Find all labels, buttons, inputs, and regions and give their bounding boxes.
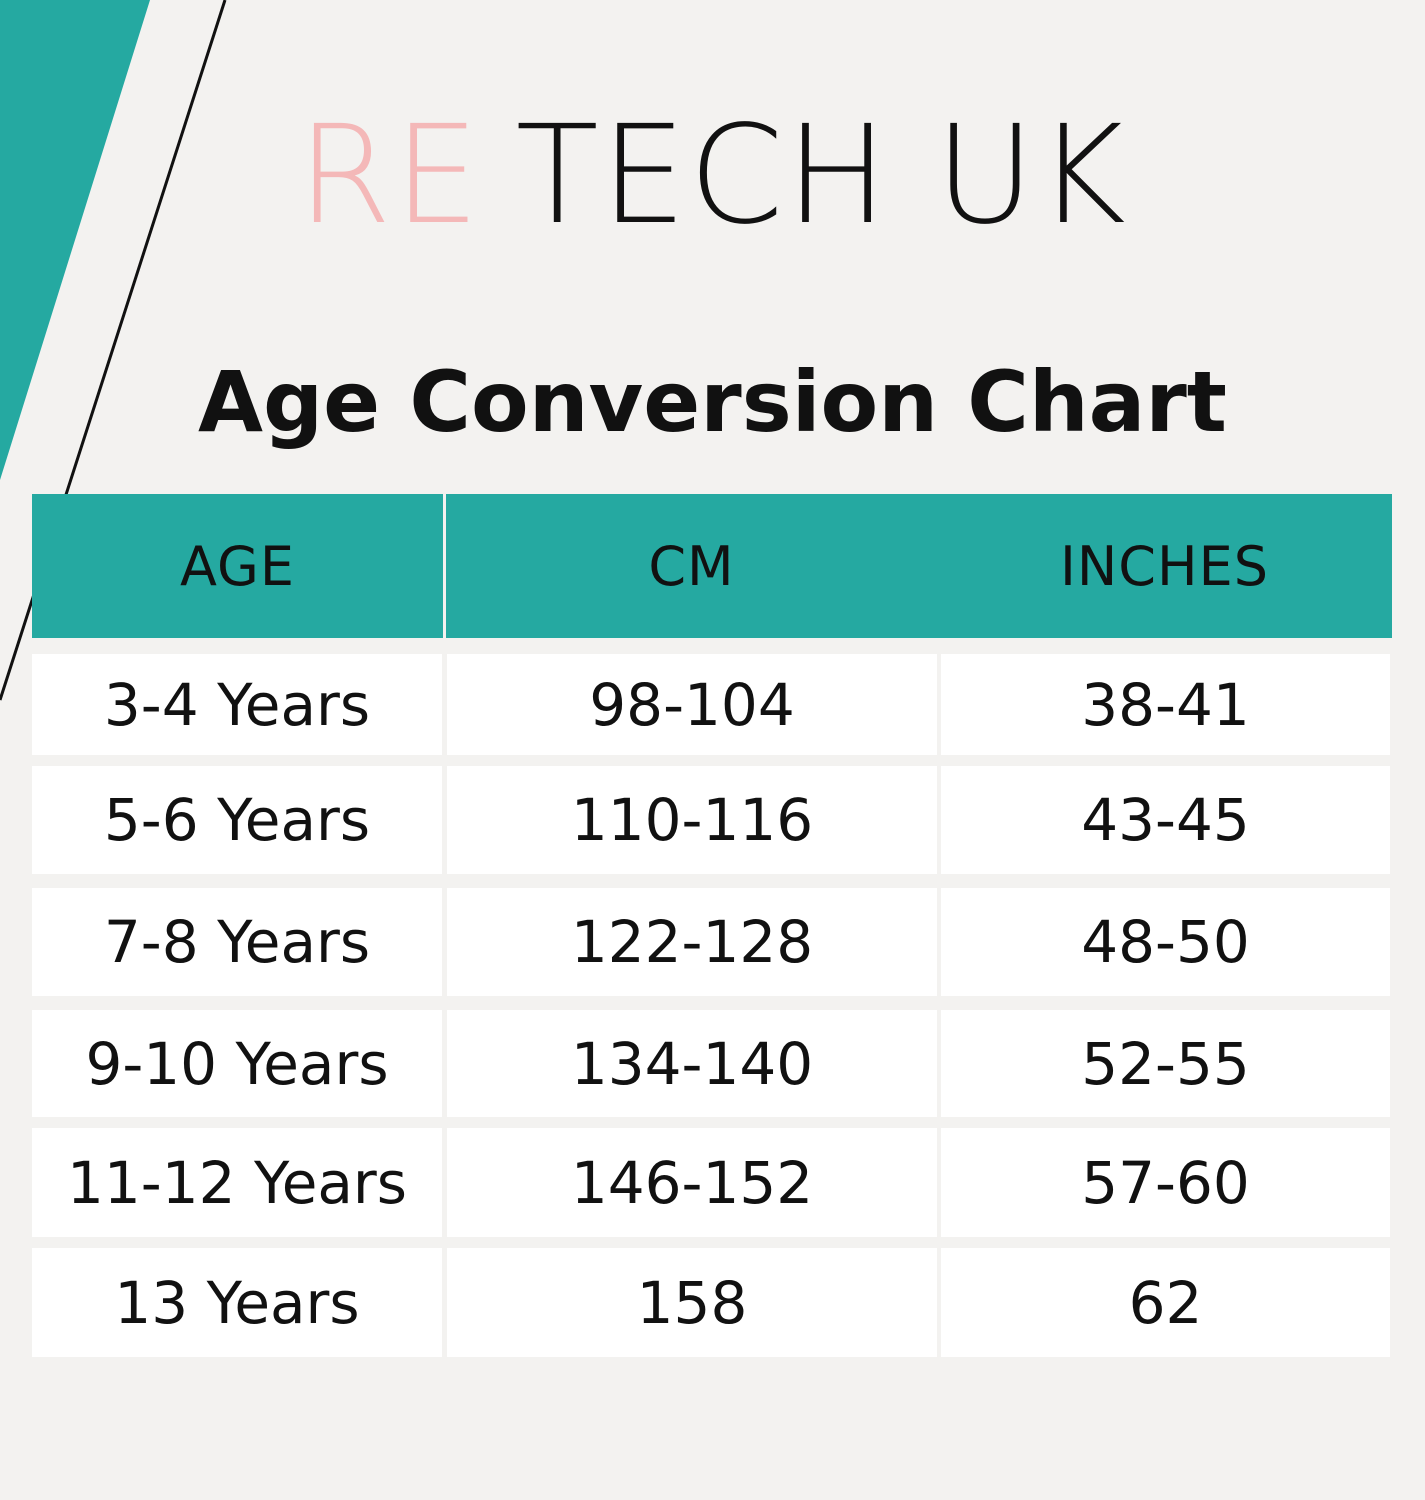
brand-logo-part1: RE	[297, 97, 482, 255]
brand-logo: RE TECH UK	[0, 108, 1425, 244]
table-cell-inches: 62	[941, 1248, 1390, 1357]
column-header-cm: CM	[446, 494, 937, 638]
table-cell-inches: 43-45	[941, 766, 1390, 874]
table-cell-inches: 57-60	[941, 1128, 1390, 1237]
brand-logo-part2: TECH UK	[515, 97, 1128, 255]
table-cell-cm: 158	[447, 1248, 937, 1357]
column-header-age: AGE	[32, 494, 443, 638]
table-cell-cm: 98-104	[447, 654, 937, 755]
table-cell-age: 3-4 Years	[32, 654, 442, 755]
table-cell-cm: 110-116	[447, 766, 937, 874]
table-cell-age: 7-8 Years	[32, 888, 442, 996]
table-cell-inches: 38-41	[941, 654, 1390, 755]
column-header-inches: INCHES	[937, 494, 1392, 638]
table-cell-age: 11-12 Years	[32, 1128, 442, 1237]
table-cell-age: 9-10 Years	[32, 1010, 442, 1117]
table-cell-inches: 48-50	[941, 888, 1390, 996]
table-cell-age: 13 Years	[32, 1248, 442, 1357]
table-cell-cm: 146-152	[447, 1128, 937, 1237]
table-cell-cm: 122-128	[447, 888, 937, 996]
table-cell-cm: 134-140	[447, 1010, 937, 1117]
page-title: Age Conversion Chart	[198, 353, 1227, 451]
table-cell-age: 5-6 Years	[32, 766, 442, 874]
table-cell-inches: 52-55	[941, 1010, 1390, 1117]
